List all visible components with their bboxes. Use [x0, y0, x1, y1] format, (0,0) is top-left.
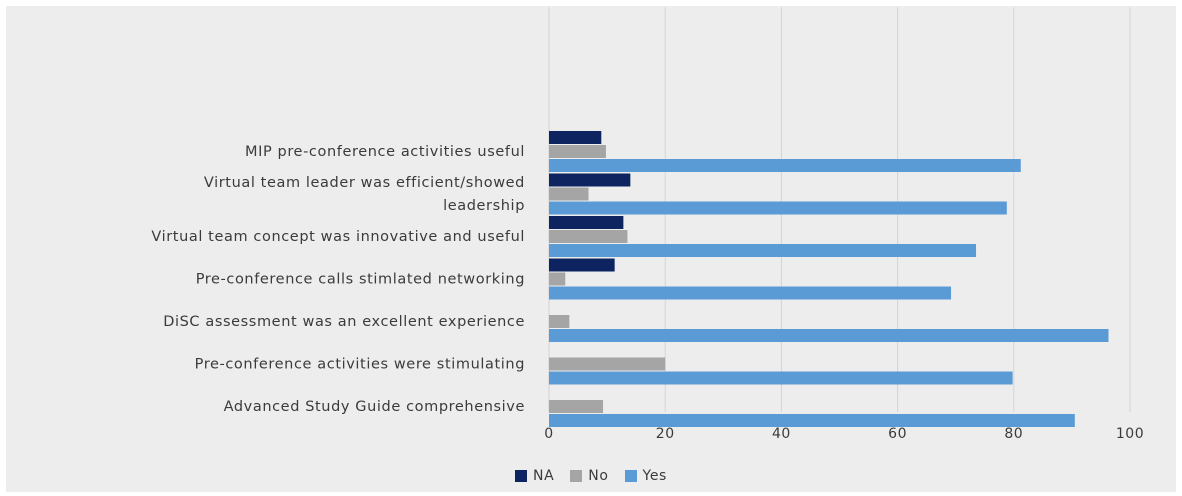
category-labels: MIP pre-conference activities useful Virt… [151, 144, 525, 415]
bar-yes [549, 414, 1075, 427]
bar-na [549, 258, 615, 272]
legend-item-yes: Yes [624, 468, 667, 484]
legend: NA No Yes [0, 468, 1182, 484]
bar-yes [549, 329, 1109, 342]
category-label: Virtual team leader was efficient/showed [204, 175, 525, 191]
bar-yes [549, 286, 952, 300]
bar-yes [549, 244, 977, 257]
legend-swatch [570, 470, 583, 482]
legend-item-no: No [570, 468, 608, 484]
bar-no [549, 145, 606, 158]
bar-chart: MIP pre-conference activities useful Virt… [151, 7, 1144, 442]
category-label: Pre-conference activities were stimulati… [195, 357, 525, 373]
bar-no [549, 400, 604, 413]
bar-yes [549, 159, 1021, 172]
category-label: Virtual team concept was innovative and … [151, 229, 525, 245]
bar-no [549, 357, 666, 371]
legend-swatch [624, 470, 637, 482]
category-label: DiSC assessment was an excellent experie… [163, 314, 525, 330]
category-label: MIP pre-conference activities useful [245, 144, 525, 160]
legend-item-na: NA [515, 468, 554, 484]
legend-swatch [515, 470, 528, 482]
legend-label: Yes [642, 468, 667, 484]
category-label: Pre-conference calls stimlated networkin… [196, 272, 525, 288]
x-tick-label: 100 [1116, 426, 1144, 442]
bar-no [549, 315, 570, 328]
bar-yes [549, 201, 1007, 215]
x-tick-label: 40 [772, 426, 791, 442]
bars [549, 131, 1109, 427]
category-label: Advanced Study Guide comprehensive [224, 399, 525, 415]
legend-label: No [588, 468, 609, 484]
category-label: leadership [443, 198, 525, 214]
x-tick-label: 20 [656, 426, 675, 442]
x-tick-label: 0 [544, 426, 553, 442]
bar-yes [549, 371, 1013, 385]
x-tick-label: 80 [1004, 426, 1023, 442]
bar-no [549, 272, 566, 286]
x-tick-labels: 0 20 40 60 80 100 [544, 426, 1144, 442]
legend-label: NA [533, 468, 555, 484]
bar-no [549, 230, 628, 243]
bar-na [549, 216, 624, 229]
bar-na [549, 173, 631, 187]
bar-na [549, 131, 602, 144]
bar-no [549, 187, 589, 201]
x-tick-label: 60 [888, 426, 907, 442]
